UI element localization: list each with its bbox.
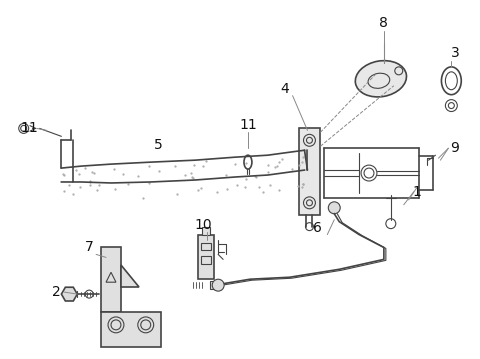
Circle shape [328,202,340,214]
Text: 9: 9 [450,141,459,155]
Bar [201,256,211,264]
Text: 11: 11 [21,121,38,135]
Polygon shape [299,129,320,215]
Polygon shape [198,234,214,279]
Circle shape [212,279,224,291]
Polygon shape [202,227,210,234]
Bar [201,243,211,251]
Text: 8: 8 [380,16,388,30]
Text: 1: 1 [412,185,421,199]
Polygon shape [121,265,139,287]
Text: 10: 10 [194,218,212,232]
Ellipse shape [355,61,407,97]
Text: 4: 4 [280,82,289,96]
Text: 3: 3 [451,46,460,60]
Text: 11: 11 [239,118,257,132]
Text: 2: 2 [52,285,61,299]
Text: 6: 6 [313,221,322,235]
Text: 7: 7 [85,241,94,255]
Bar [210,281,218,289]
Polygon shape [101,247,121,312]
Text: 5: 5 [154,138,163,152]
Polygon shape [101,312,161,347]
